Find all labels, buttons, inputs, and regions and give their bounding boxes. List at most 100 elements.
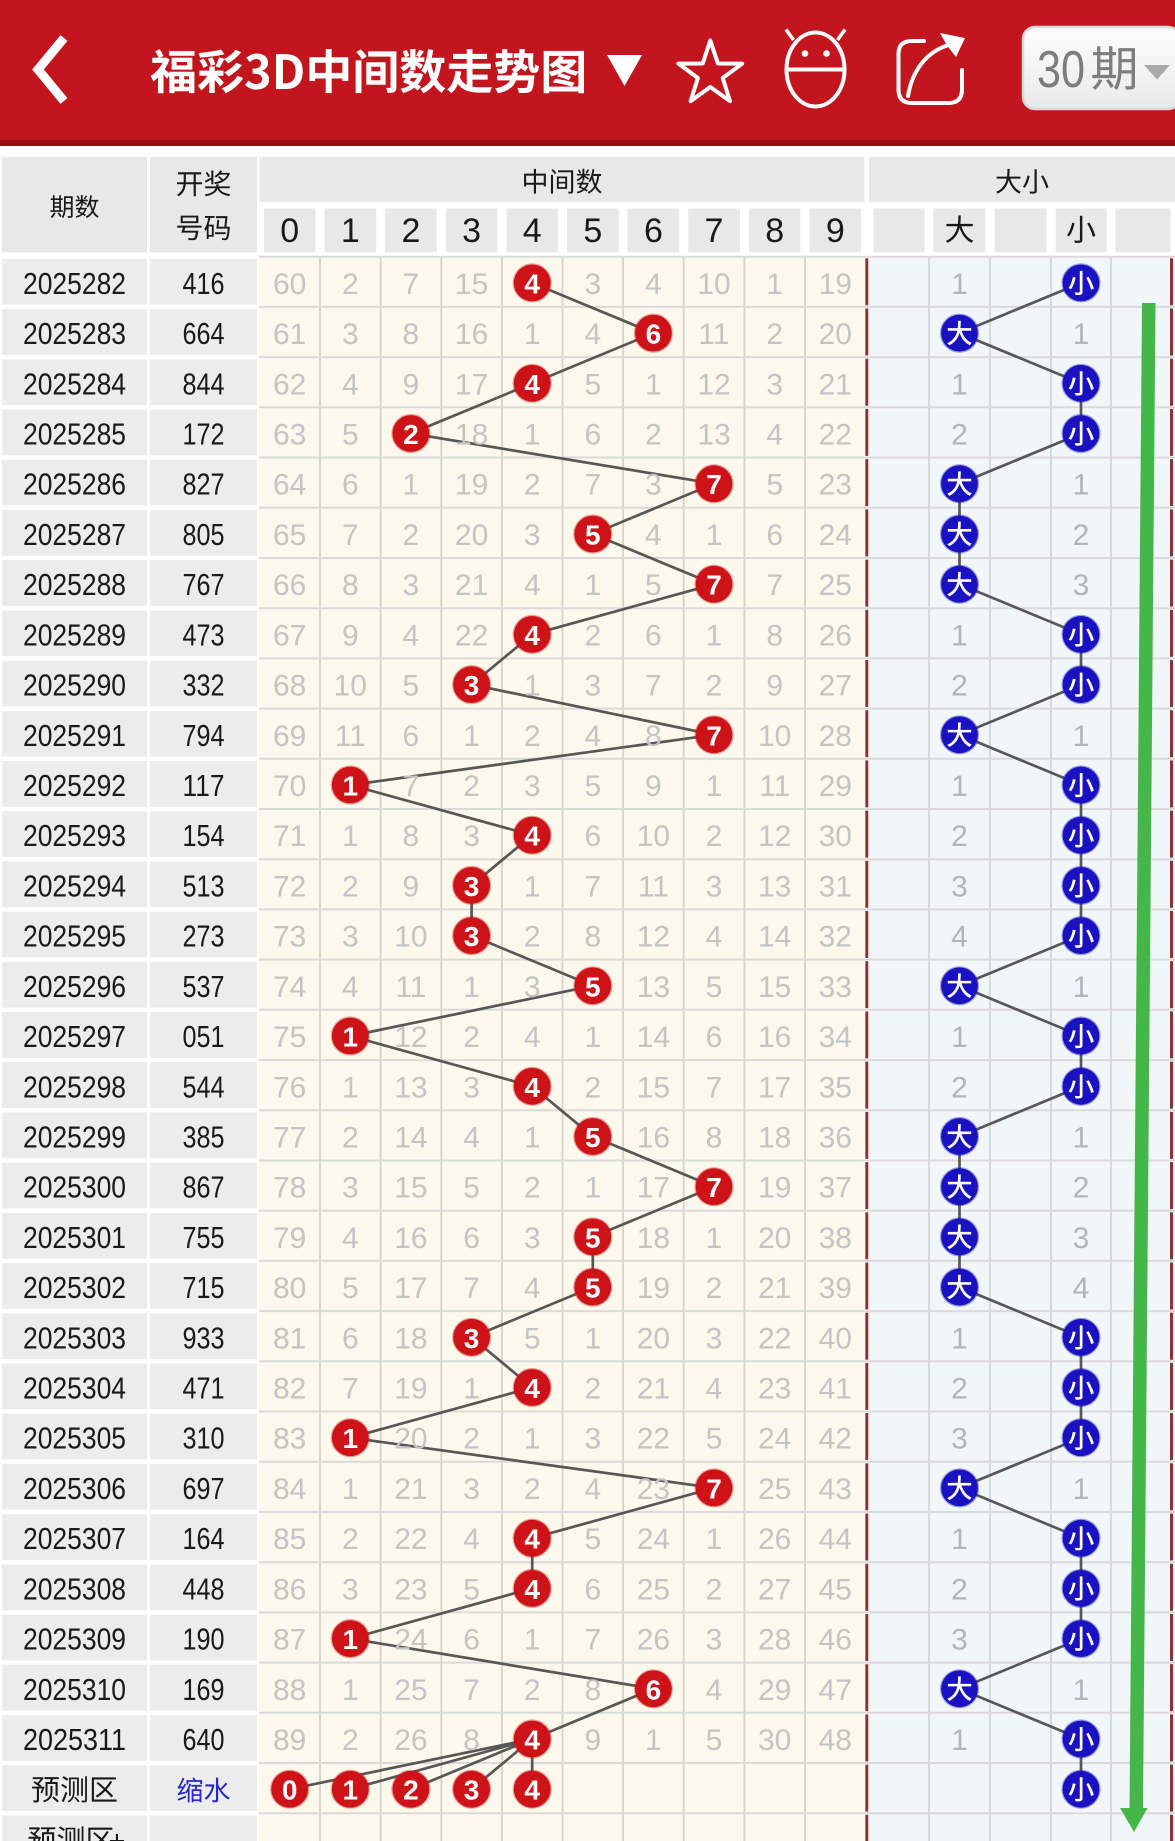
svg-text:5: 5: [524, 1322, 541, 1355]
svg-text:2: 2: [584, 1373, 601, 1406]
svg-text:2: 2: [463, 1021, 480, 1054]
svg-text:2: 2: [584, 619, 601, 652]
svg-text:1: 1: [951, 1523, 968, 1556]
svg-text:2025308: 2025308: [23, 1571, 126, 1606]
svg-text:2025297: 2025297: [23, 1019, 126, 1054]
svg-text:4: 4: [524, 1725, 540, 1756]
svg-text:2025306: 2025306: [23, 1471, 126, 1506]
svg-text:4: 4: [524, 268, 540, 299]
svg-text:22: 22: [394, 1523, 427, 1556]
svg-text:3: 3: [464, 871, 480, 902]
svg-text:1: 1: [584, 569, 601, 602]
svg-text:1: 1: [463, 971, 480, 1004]
svg-text:844: 844: [183, 366, 225, 401]
svg-text:7: 7: [706, 469, 722, 500]
svg-text:10: 10: [697, 268, 730, 301]
svg-text:2025284: 2025284: [23, 366, 126, 401]
svg-text:664: 664: [183, 316, 225, 351]
svg-text:1: 1: [645, 368, 662, 401]
svg-text:164: 164: [183, 1521, 225, 1556]
svg-text:3: 3: [403, 569, 420, 602]
svg-text:4: 4: [584, 318, 601, 351]
svg-text:15: 15: [394, 1172, 427, 1205]
svg-text:10: 10: [758, 720, 791, 753]
svg-text:2025293: 2025293: [23, 818, 126, 853]
svg-text:5: 5: [584, 770, 601, 803]
svg-text:21: 21: [455, 569, 488, 602]
svg-text:2: 2: [342, 870, 359, 903]
svg-text:+: +: [109, 1825, 126, 1841]
svg-text:2025311: 2025311: [23, 1722, 126, 1757]
svg-text:1: 1: [341, 212, 360, 250]
svg-text:36: 36: [819, 1122, 852, 1155]
svg-text:26: 26: [758, 1523, 791, 1556]
svg-text:80: 80: [273, 1272, 306, 1305]
svg-text:38: 38: [819, 1222, 852, 1255]
svg-text:2: 2: [524, 469, 541, 502]
svg-text:3: 3: [1073, 1222, 1090, 1255]
svg-text:1: 1: [343, 1624, 359, 1655]
svg-text:24: 24: [394, 1624, 427, 1657]
svg-text:6: 6: [342, 469, 359, 502]
svg-text:13: 13: [697, 419, 730, 452]
svg-text:3: 3: [645, 469, 662, 502]
svg-text:6: 6: [646, 319, 662, 350]
svg-text:39: 39: [819, 1272, 852, 1305]
svg-text:6: 6: [463, 1222, 480, 1255]
svg-text:3: 3: [464, 1323, 480, 1354]
svg-text:172: 172: [183, 417, 225, 452]
svg-text:2: 2: [524, 921, 541, 954]
svg-text:20: 20: [455, 519, 488, 552]
svg-text:3: 3: [584, 670, 601, 703]
svg-text:0: 0: [280, 212, 299, 250]
svg-text:1: 1: [1073, 971, 1090, 1004]
svg-text:4: 4: [524, 1373, 540, 1404]
svg-text:4: 4: [463, 1122, 480, 1155]
svg-text:13: 13: [637, 971, 670, 1004]
svg-text:1: 1: [706, 619, 723, 652]
svg-text:805: 805: [183, 517, 225, 552]
svg-text:7: 7: [706, 1172, 722, 1203]
svg-text:1: 1: [584, 1021, 601, 1054]
svg-text:25: 25: [758, 1473, 791, 1506]
svg-text:3: 3: [463, 1071, 480, 1104]
svg-text:1: 1: [951, 1724, 968, 1757]
svg-text:7: 7: [463, 1272, 480, 1305]
svg-text:1: 1: [706, 1523, 723, 1556]
svg-text:794: 794: [183, 718, 225, 753]
svg-text:85: 85: [273, 1523, 306, 1556]
svg-text:12: 12: [758, 820, 791, 853]
svg-text:41: 41: [819, 1373, 852, 1406]
svg-text:48: 48: [819, 1724, 852, 1757]
svg-text:17: 17: [637, 1172, 670, 1205]
svg-text:9: 9: [403, 368, 420, 401]
svg-text:4: 4: [524, 369, 540, 400]
svg-text:1: 1: [1073, 1674, 1090, 1707]
svg-text:23: 23: [637, 1473, 670, 1506]
svg-text:15: 15: [455, 268, 488, 301]
svg-text:117: 117: [183, 768, 225, 803]
svg-text:35: 35: [819, 1071, 852, 1104]
svg-text:4: 4: [524, 569, 541, 602]
svg-text:3: 3: [463, 820, 480, 853]
svg-text:867: 867: [183, 1170, 225, 1205]
svg-text:2025299: 2025299: [23, 1120, 126, 1155]
svg-text:61: 61: [273, 318, 306, 351]
svg-text:15: 15: [637, 1071, 670, 1104]
svg-text:25: 25: [819, 569, 852, 602]
svg-text:2: 2: [524, 1172, 541, 1205]
svg-text:5: 5: [463, 1573, 480, 1606]
svg-text:14: 14: [394, 1122, 427, 1155]
svg-text:25: 25: [394, 1674, 427, 1707]
svg-text:33: 33: [819, 971, 852, 1004]
svg-text:6: 6: [342, 1322, 359, 1355]
svg-text:74: 74: [273, 971, 306, 1004]
svg-text:22: 22: [819, 419, 852, 452]
svg-text:11: 11: [395, 971, 426, 1004]
svg-text:21: 21: [394, 1473, 427, 1506]
svg-text:310: 310: [183, 1421, 225, 1456]
svg-text:15: 15: [758, 971, 791, 1004]
svg-text:1: 1: [343, 771, 359, 802]
svg-text:8: 8: [706, 1122, 723, 1155]
svg-text:83: 83: [273, 1423, 306, 1456]
